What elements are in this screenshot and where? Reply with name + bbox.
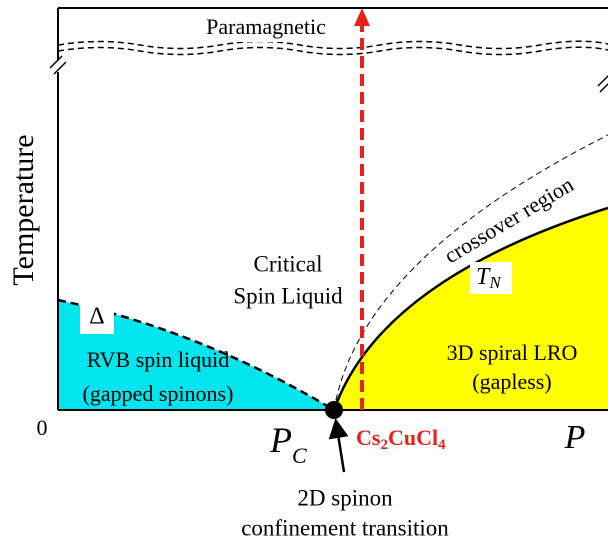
origin-label: 0 [37,415,48,440]
pc-symbol: P [269,420,292,460]
material-part: Cu [388,425,416,450]
gap-label: Δ [89,304,104,330]
crossover-curve [333,134,608,411]
transition-label: 2D spinon [297,485,393,510]
label-bg [80,302,114,334]
break-line [57,46,608,56]
material-part: 2 [380,437,388,453]
y-axis-label: Temperature [7,134,40,285]
lro-label: 3D spiral LRO [447,340,578,365]
tn-subscript: N [488,273,502,292]
tn-curve [332,206,608,411]
label-bg [180,14,352,42]
transition-arrow [328,418,349,473]
rvb-label: (gapped spinons) [83,381,234,406]
tn-symbol: T [476,264,491,290]
lro-region [334,208,608,410]
rvb-region [58,300,334,410]
critical-label: Spin Liquid [233,283,343,308]
material-label: Cs2CuCl4 [356,425,446,453]
pc-label: PC [269,420,307,468]
break-line [57,40,608,50]
x-axis-label: P [564,419,586,456]
pc-subscript: C [292,443,307,468]
material-part: Cs [356,425,381,450]
rvb-label: RVB spin liquid [87,347,229,372]
paramagnetic-label: Paramagnetic [206,14,326,39]
transition-label: confinement transition [241,515,449,540]
critical-label: Critical [254,251,323,276]
gap-curve [57,298,335,412]
tn-label: TN [476,264,502,292]
lro-label: (gapless) [472,369,551,394]
material-part: Cl [416,425,438,450]
material-arrow [354,8,370,26]
material-part: 4 [438,437,446,453]
axis-break [49,55,67,75]
critical-point [325,401,343,419]
label-bg [470,262,512,294]
axis-break [597,74,608,93]
